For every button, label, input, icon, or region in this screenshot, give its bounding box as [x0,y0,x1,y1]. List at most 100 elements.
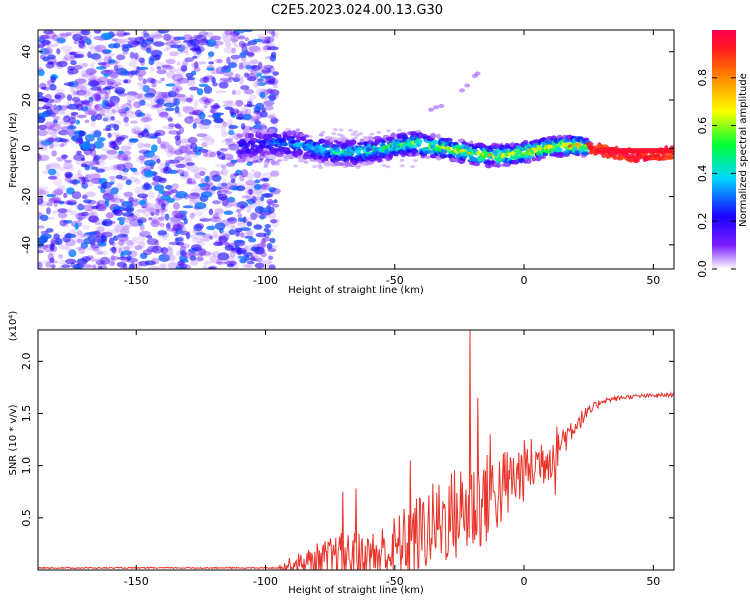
noise-blob [200,191,213,198]
noise-blob [255,80,261,88]
noise-blob [85,38,92,46]
noise-blob [175,266,183,269]
noise-blob [46,207,51,215]
noise-blob [165,107,175,112]
noise-blob [231,37,237,45]
noise-blob [263,100,275,106]
noise-blob [247,73,256,78]
noise-blob [93,230,101,238]
noise-blob [93,154,99,162]
noise-blob [176,223,183,230]
noise-blob [255,69,262,75]
snr-series-line [38,330,674,570]
noise-blob [58,105,68,111]
noise-blob [220,139,232,143]
noise-blob [257,82,267,86]
noise-blob [199,218,212,222]
noise-blob [253,196,263,200]
noise-blob [38,225,45,229]
noise-blob [115,174,123,180]
noise-blob [119,219,125,226]
noise-blob [137,66,149,70]
noise-blob [240,169,249,178]
noise-blob [90,236,102,243]
signal-blob [282,141,288,147]
noise-blob [246,261,255,265]
noise-blob [108,260,115,266]
noise-blob [256,199,262,203]
noise-blob [275,159,281,163]
noise-blob [221,126,227,135]
noise-blob [46,107,53,112]
noise-blob [230,35,240,43]
noise-blob [65,258,77,265]
noise-blob [217,182,228,189]
noise-blob [150,211,155,216]
noise-blob [142,30,148,35]
noise-blob [189,111,199,116]
noise-blob [153,217,164,224]
noise-blob [184,50,189,55]
noise-blob [58,244,69,250]
noise-blob [257,78,264,83]
noise-blob [72,232,83,240]
noise-blob [170,39,182,44]
noise-blob [90,86,101,91]
noise-blob [143,154,150,159]
noise-blob [64,174,71,179]
noise-blob [122,212,134,217]
noise-blob [69,85,76,93]
noise-blob [189,86,199,91]
noise-blob [116,261,127,268]
noise-blob [102,117,109,122]
noise-blob [72,179,78,186]
noise-blob [224,244,234,251]
snr-x-ticks: -150 -100 -50 0 50 [124,330,660,588]
noise-blob [136,81,147,87]
noise-blob [226,56,231,65]
spectrogram-x-ticks: -150 -100 -50 0 50 [124,30,660,287]
noise-blob [50,75,56,83]
noise-blob [148,49,160,55]
noise-blob [151,257,160,265]
y-tick-label: 0 [20,145,33,152]
noise-blob [399,164,405,168]
noise-blob [186,181,198,185]
noise-blob [108,123,117,128]
noise-blob [259,111,268,118]
noise-blob [162,94,168,102]
noise-blob [244,37,249,41]
noise-blob [266,76,272,82]
noise-blob [40,36,53,42]
noise-blob [246,101,253,107]
noise-blob [38,188,47,196]
noise-blob [85,173,97,181]
noise-blob [53,200,64,204]
noise-blob [106,102,116,107]
noise-blob [176,169,185,174]
noise-blob [142,85,150,93]
noise-blob [256,64,264,72]
noise-blob [132,198,139,202]
noise-blob [82,194,88,200]
noise-blob [183,106,194,114]
noise-blob [176,95,182,101]
noise-blob [264,80,276,85]
noise-blob [253,183,262,190]
noise-blob [318,133,324,137]
noise-blob [223,65,230,70]
noise-blob [151,82,157,88]
noise-blob [228,125,239,129]
noise-blob [173,98,180,106]
colorbar-ticks: 0.0 0.2 0.4 0.6 0.8 [696,69,736,278]
noise-blob [211,174,222,182]
noise-blob [261,238,267,244]
noise-blob [41,86,47,90]
noise-blob [186,78,196,87]
noise-blob [102,128,113,132]
noise-blob [200,250,212,256]
noise-blob [192,55,198,60]
noise-blob [194,46,205,53]
noise-blob [187,115,194,119]
noise-blob [121,155,132,162]
